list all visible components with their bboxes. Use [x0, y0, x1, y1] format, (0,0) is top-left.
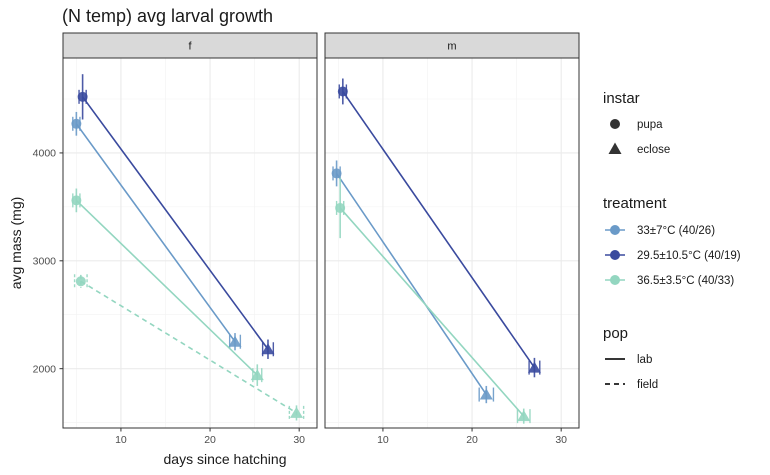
y-tick-label: 2000: [33, 363, 57, 375]
strip-label-m: m: [447, 41, 456, 53]
chart-title: (N temp) avg larval growth: [62, 6, 273, 26]
data-point-eclose: [517, 410, 531, 422]
data-point-eclose: [250, 369, 264, 381]
facet-f: f: [62, 32, 318, 429]
y-tick-label: 3000: [33, 256, 57, 268]
legend-lab-label: lab: [637, 354, 652, 366]
data-point-pupa: [335, 202, 346, 213]
facet-m: m: [324, 32, 580, 429]
x-axis: 10 20 30 10 20 30: [115, 428, 567, 446]
x-tick-label: 20: [466, 434, 478, 446]
panel-m-background: [325, 58, 579, 428]
x-axis-title: days since hatching: [164, 451, 287, 467]
legend-treatment-key-1: [605, 250, 625, 260]
strip-f: [62, 32, 318, 59]
legend-pupa-key: [610, 119, 620, 129]
data-point-pupa: [71, 195, 82, 206]
series-line: [81, 96, 269, 350]
legend-treatment-label-0: 33±7°C (40/26): [637, 225, 715, 237]
legend-treatment-key-2: [605, 275, 625, 285]
legend-pop: pop lab field: [603, 325, 658, 391]
legend-instar: instar pupa eclose: [603, 90, 670, 156]
x-tick-label: 10: [377, 434, 389, 446]
legend-eclose-key: [608, 142, 622, 154]
y-tick-label: 4000: [33, 148, 57, 160]
y-axis: 2000 3000 4000: [33, 148, 63, 375]
legend-eclose-label: eclose: [637, 144, 670, 156]
data-point-pupa: [337, 86, 348, 97]
series-line: [339, 207, 525, 417]
panel-m-marks: [331, 78, 541, 424]
data-point-pupa: [71, 118, 82, 129]
strip-label-f: f: [188, 41, 192, 53]
y-axis-title: avg mass (mg): [8, 197, 24, 290]
panel-m-border: [324, 57, 580, 429]
legend-field-label: field: [637, 379, 658, 391]
series-line: [342, 90, 536, 369]
data-point-eclose: [290, 406, 304, 418]
x-tick-label: 10: [115, 434, 127, 446]
series-line: [80, 280, 297, 414]
data-point-eclose: [228, 335, 242, 347]
data-point-eclose: [479, 388, 493, 400]
data-point-pupa: [77, 91, 88, 102]
legend-treatment-title: treatment: [603, 195, 667, 212]
x-tick-label: 30: [555, 434, 567, 446]
x-tick-label: 30: [293, 434, 305, 446]
data-point-pupa: [331, 168, 342, 179]
legend-treatment-label-2: 36.5±3.5°C (40/33): [637, 275, 734, 287]
legend-instar-title: instar: [603, 90, 640, 107]
x-tick-label: 20: [204, 434, 216, 446]
series-line: [75, 199, 258, 376]
legend-pop-title: pop: [603, 325, 628, 342]
data-point-eclose: [527, 361, 541, 373]
legend-pupa-label: pupa: [637, 119, 663, 131]
data-point-pupa: [75, 276, 86, 287]
panel-f-border: [62, 57, 318, 429]
data-point-eclose: [261, 343, 275, 355]
legend-treatment: treatment 33±7°C (40/26) 29.5±10.5°C (40…: [603, 195, 741, 287]
series-line: [335, 172, 487, 396]
series-line: [75, 123, 236, 343]
legend-treatment-label-1: 29.5±10.5°C (40/19): [637, 250, 741, 262]
legend-treatment-key-0: [605, 225, 625, 235]
panel-f-marks: [71, 74, 305, 421]
